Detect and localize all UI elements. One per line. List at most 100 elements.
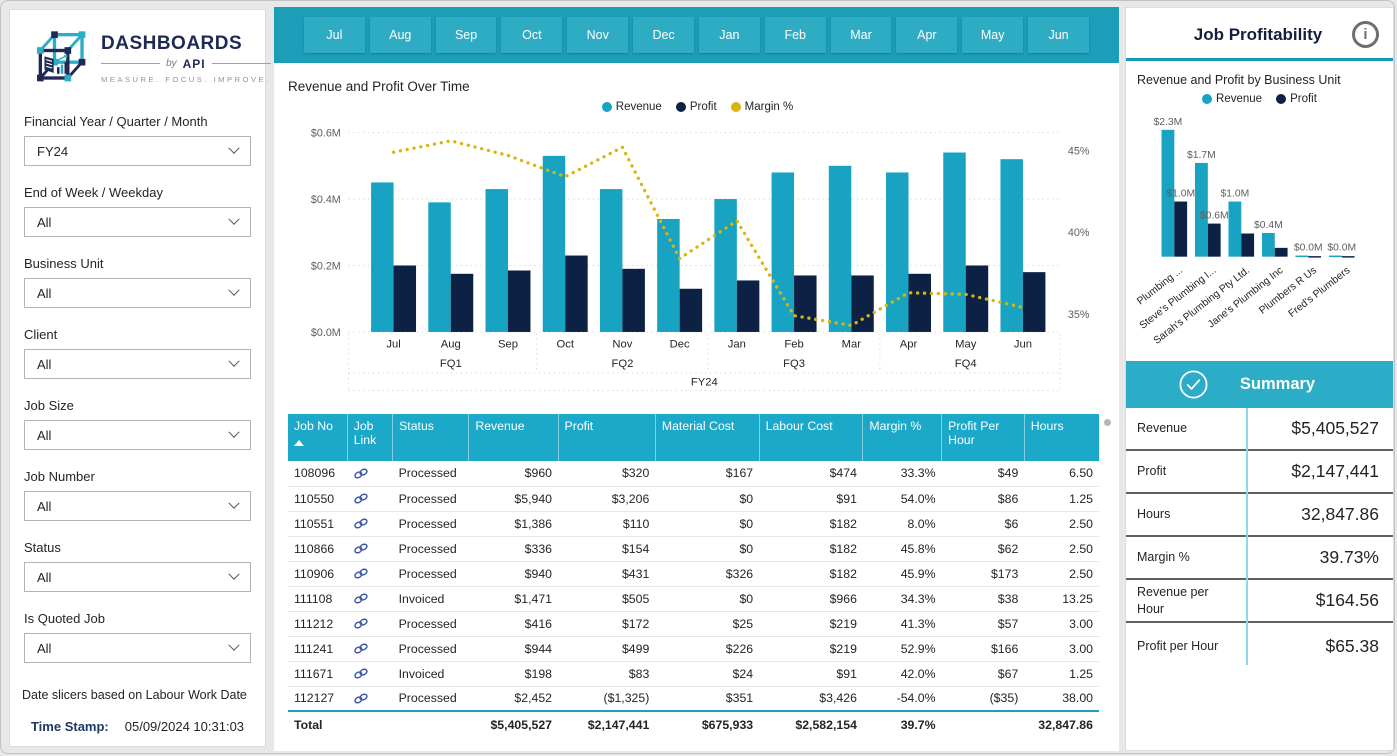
filter-select-job-size[interactable]: All (24, 420, 251, 450)
job-link-icon[interactable] (347, 511, 393, 537)
filter-label: Job Number (24, 469, 95, 484)
job-link-icon[interactable] (347, 536, 393, 562)
bu-revenue-bar-plumbers-r-us[interactable] (1294, 255, 1308, 258)
table-row: 110551 Processed $1,386 $110 $0 $182 8.0% $6 2.5… (288, 511, 1099, 537)
profit-bar-dec[interactable] (679, 288, 703, 332)
filter-select-financial-year-quarter-month[interactable]: FY24 (24, 136, 251, 166)
revenue-bar-dec[interactable] (657, 218, 680, 332)
filter-select-job-number[interactable]: All (24, 491, 251, 521)
bu-profit-bar-sarah-s-plumbing-pty-ltd[interactable] (1240, 233, 1254, 257)
revenue-bar-jan[interactable] (714, 199, 737, 332)
column-header-profit-per-hour[interactable]: Profit Per Hour (941, 414, 1025, 462)
revenue-bar-sep[interactable] (485, 189, 508, 332)
cell-profit: $172 (558, 611, 656, 637)
month-button-feb[interactable]: Feb (764, 17, 826, 53)
revenue-bar-mar[interactable] (828, 165, 852, 332)
column-header-revenue[interactable]: Revenue (468, 414, 559, 462)
revenue-bar-apr[interactable] (886, 172, 909, 332)
profit-bar-oct[interactable] (565, 255, 588, 332)
column-header-hours[interactable]: Hours (1023, 414, 1099, 462)
bu-data-label: $0.6M (1199, 211, 1228, 222)
chevron-down-icon (228, 284, 240, 296)
margin-line[interactable] (391, 139, 1025, 328)
column-header-margin[interactable]: Margin % (862, 414, 942, 462)
filter-select-client[interactable]: All (24, 349, 251, 379)
bu-profit-bar-plumbing[interactable] (1173, 201, 1187, 257)
bu-revenue-bar-jane-s-plumbing-inc[interactable] (1261, 232, 1275, 257)
revenue-bar-jul[interactable] (371, 182, 394, 332)
info-icon[interactable]: i (1352, 21, 1379, 48)
month-button-dec[interactable]: Dec (633, 17, 694, 53)
bu-profit-bar-steve-s-plumbing-i[interactable] (1207, 223, 1221, 257)
table-scrollbar-thumb[interactable] (1104, 419, 1111, 427)
total-revenue: $5,405,527 (468, 710, 559, 739)
job-link-icon[interactable] (347, 636, 393, 662)
revenue-bar-oct[interactable] (542, 155, 566, 332)
month-button-may[interactable]: May (962, 17, 1024, 53)
bu-revenue-bar-plumbing[interactable] (1161, 129, 1174, 257)
table-row: 108096 Processed $960 $320 $167 $474 33.3% $49 6… (288, 461, 1099, 487)
profit-bar-jun[interactable] (1022, 272, 1046, 332)
revenue-bar-nov[interactable] (599, 189, 623, 332)
filter-select-status[interactable]: All (24, 562, 251, 592)
bu-profit-bar-plumbers-r-us[interactable] (1307, 256, 1321, 258)
profit-bar-apr[interactable] (908, 273, 931, 332)
month-button-aug[interactable]: Aug (369, 17, 431, 53)
filter-select-end-of-week-weekday[interactable]: All (24, 207, 251, 237)
filter-select-is-quoted-job[interactable]: All (24, 633, 251, 663)
bu-profit-bar-fred-s-plumbers[interactable] (1341, 256, 1355, 258)
cell-material_cost: $226 (655, 636, 760, 662)
filter-label: Financial Year / Quarter / Month (24, 114, 208, 129)
profit-bar-jul[interactable] (393, 265, 417, 332)
bu-revenue-bar-fred-s-plumbers[interactable] (1328, 255, 1342, 258)
revenue-bar-may[interactable] (943, 152, 966, 332)
month-button-apr[interactable]: Apr (896, 17, 958, 53)
cell-revenue: $944 (468, 636, 559, 662)
month-button-nov[interactable]: Nov (567, 17, 629, 53)
profit-bar-nov[interactable] (622, 268, 645, 332)
chevron-down-icon (228, 355, 240, 367)
cell-labour_cost: $219 (759, 636, 863, 662)
summary-header: Summary (1126, 361, 1393, 409)
job-link-icon[interactable] (347, 561, 393, 587)
x-axis-quarter-label: FQ4 (955, 358, 977, 370)
job-link-icon[interactable] (347, 611, 393, 637)
revenue-bar-aug[interactable] (428, 202, 451, 332)
bu-profit-bar-jane-s-plumbing-inc[interactable] (1274, 247, 1288, 257)
month-button-jun[interactable]: Jun (1028, 17, 1089, 53)
column-header-status[interactable]: Status (392, 414, 469, 462)
profit-bar-sep[interactable] (507, 270, 531, 332)
job-profitability-panel: Job Profitability i Revenue and Profit b… (1125, 7, 1394, 751)
job-link-icon[interactable] (347, 661, 393, 687)
cell-job-no: 110906 (288, 561, 348, 587)
job-link-icon[interactable] (347, 686, 393, 712)
date-slicer-note: Date slicers based on Labour Work Date (22, 688, 247, 702)
month-button-mar[interactable]: Mar (830, 17, 892, 53)
revenue-bar-jun[interactable] (1000, 159, 1023, 332)
bu-data-label: $1.0M (1166, 189, 1195, 200)
job-link-icon[interactable] (347, 586, 393, 612)
month-button-jan[interactable]: Jan (698, 17, 760, 53)
profit-bar-mar[interactable] (851, 275, 874, 332)
bu-revenue-bar-sarah-s-plumbing-pty-ltd[interactable] (1227, 201, 1241, 257)
revenue-bar-feb[interactable] (771, 172, 795, 332)
month-button-sep[interactable]: Sep (435, 17, 497, 53)
column-header-labour-cost[interactable]: Labour Cost (758, 414, 863, 462)
profit-bar-aug[interactable] (450, 273, 474, 332)
month-button-oct[interactable]: Oct (501, 17, 563, 53)
profit-bar-jan[interactable] (736, 280, 760, 332)
filter-select-business-unit[interactable]: All (24, 278, 251, 308)
column-header-material-cost[interactable]: Material Cost (654, 414, 760, 462)
month-button-jul[interactable]: Jul (304, 17, 365, 53)
column-header-job-link[interactable]: Job Link (346, 414, 393, 462)
secondary-axis-tick: 45% (1068, 145, 1090, 157)
byline-by: by (166, 58, 177, 69)
bu-revenue-bar-steve-s-plumbing-i[interactable] (1194, 162, 1208, 257)
column-header-job-no[interactable]: Job No (288, 414, 348, 462)
job-link-icon[interactable] (347, 486, 393, 512)
column-header-profit[interactable]: Profit (557, 414, 656, 462)
cell-profit: $154 (558, 536, 656, 562)
job-link-icon[interactable] (347, 461, 393, 487)
profit-bar-may[interactable] (965, 265, 989, 332)
profit-bar-feb[interactable] (794, 275, 817, 332)
